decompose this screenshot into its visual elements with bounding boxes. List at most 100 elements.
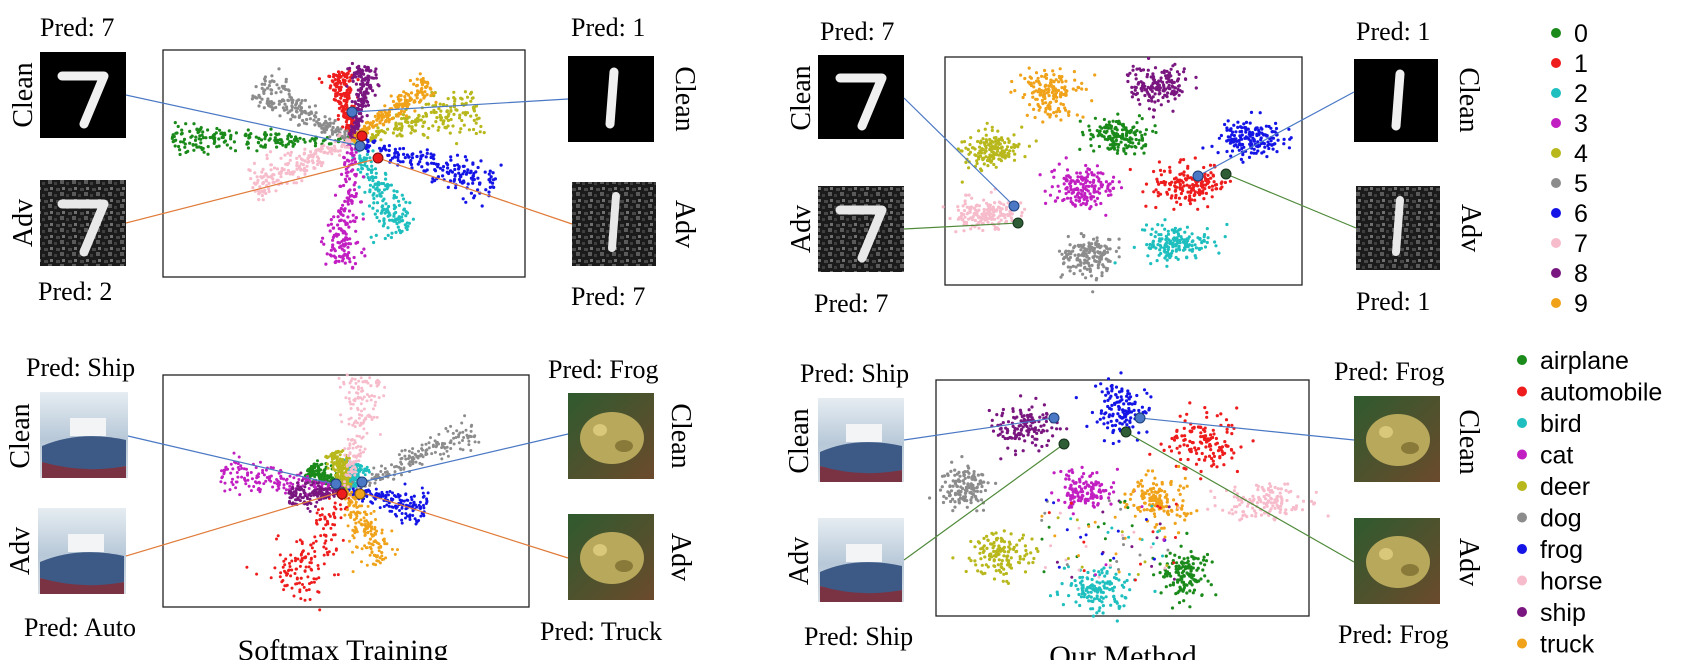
scatter-point [998, 153, 1002, 157]
scatter-point [383, 385, 387, 389]
scatter-point [375, 186, 379, 190]
scatter-point [290, 105, 294, 109]
scatter-point [286, 161, 291, 165]
scatter-point [1079, 188, 1083, 192]
scatter-point [1140, 89, 1144, 93]
scatter-point [361, 104, 365, 108]
scatter-point [402, 208, 406, 212]
scatter-point [1012, 158, 1017, 162]
scatter-point [325, 519, 329, 523]
scatter-point [391, 99, 395, 104]
scatter-point [337, 85, 341, 90]
scatter-point [403, 95, 407, 99]
scatter-point [960, 149, 964, 153]
scatter-point [460, 118, 464, 123]
scatter-point [983, 127, 987, 131]
scatter-point [266, 175, 270, 179]
scatter-point [330, 128, 334, 132]
scatter-point [208, 135, 212, 140]
scatter-point [316, 459, 319, 463]
scatter-point [387, 211, 391, 215]
scatter-point [413, 129, 417, 133]
scatter-point [422, 506, 426, 510]
scatter-point [419, 87, 423, 91]
scatter-point [399, 122, 403, 126]
scatter-point [344, 120, 348, 124]
scatter-point [246, 473, 249, 477]
scatter-point [412, 503, 416, 507]
scatter-point [192, 122, 196, 126]
scatter-point [339, 88, 343, 92]
scatter-point [473, 440, 477, 444]
scatter-point [357, 385, 360, 389]
label-adv-left: Adv [786, 205, 817, 253]
scatter-point [1081, 115, 1085, 119]
scatter-point [303, 159, 307, 163]
scatter-point [1175, 79, 1180, 83]
scatter-point [1210, 184, 1214, 188]
scatter-point [292, 476, 296, 480]
scatter-point [372, 201, 376, 205]
scatter-point [239, 464, 243, 468]
scatter-point [1093, 116, 1097, 120]
scatter-point [467, 128, 471, 132]
scatter-point [967, 166, 971, 170]
scatter-point [434, 103, 438, 107]
scatter-point [409, 460, 413, 464]
scatter-point [454, 186, 458, 190]
scatter-point [1023, 76, 1027, 81]
scatter-point [348, 237, 352, 241]
scatter-point [272, 101, 276, 105]
scatter-point [440, 457, 444, 461]
scatter-point [270, 74, 274, 78]
scatter-point [359, 87, 363, 91]
scatter-point [453, 97, 457, 101]
marker-clean [354, 140, 366, 152]
scatter-point [479, 159, 483, 163]
scatter-point [311, 161, 315, 165]
scatter-point [1184, 195, 1188, 199]
scatter-point [460, 97, 464, 101]
scatter-point [333, 469, 337, 473]
scatter-point [397, 216, 401, 220]
scatter-point [255, 181, 259, 185]
scatter-point [422, 169, 426, 173]
scatter-point [1143, 132, 1147, 136]
scatter-point [237, 468, 241, 472]
scatter-point [975, 161, 979, 166]
scatter-point [1144, 128, 1148, 132]
scatter-point [279, 476, 283, 480]
scatter-point [438, 166, 442, 170]
scatter-point [401, 219, 405, 223]
scatter-point [410, 119, 414, 123]
scatter-point [404, 492, 408, 496]
scatter-point [989, 207, 993, 212]
scatter-point [1194, 246, 1198, 250]
scatter-point [336, 99, 340, 103]
scatter-point [1056, 88, 1061, 93]
scatter-point [1066, 110, 1070, 115]
scatter-point [965, 205, 969, 209]
scatter-point [1082, 243, 1086, 247]
scatter-point [295, 164, 299, 168]
scatter-point [381, 204, 385, 208]
scatter-point [469, 435, 473, 439]
scatter-point [1077, 244, 1081, 248]
scatter-point [1008, 213, 1012, 217]
scatter-point [339, 184, 343, 188]
scatter-point [1056, 106, 1061, 111]
scatter-point [225, 143, 229, 147]
scatter-point [469, 449, 473, 452]
scatter-point [173, 121, 177, 125]
scatter-point [1223, 180, 1227, 185]
scatter-point [1054, 110, 1059, 114]
scatter-point [402, 110, 406, 114]
scatter-point [260, 189, 264, 193]
scatter-point [411, 217, 415, 221]
scatter-point [324, 539, 328, 543]
scatter-point [1072, 272, 1076, 276]
scatter-point [1060, 75, 1064, 79]
scatter-point [395, 222, 399, 226]
scatter-point [229, 135, 233, 139]
scatter-point [990, 147, 995, 151]
